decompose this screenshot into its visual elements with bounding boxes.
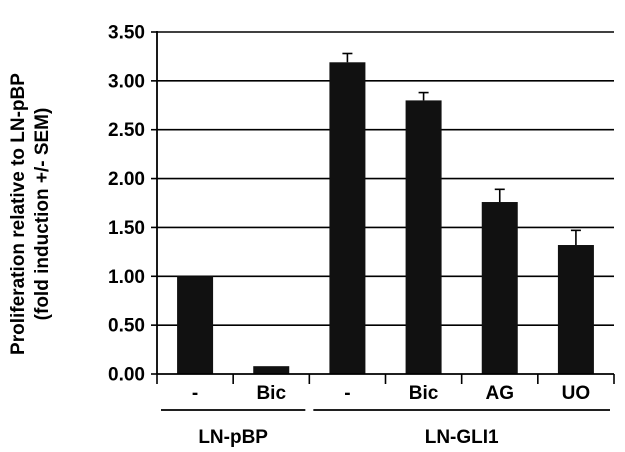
y-tick-label: 3.50 (108, 23, 145, 44)
y-tick-label: 1.00 (108, 267, 145, 288)
y-tick-label: 2.00 (108, 169, 145, 190)
y-tick-label: 2.50 (108, 120, 145, 141)
y-tick-label: 3.00 (108, 71, 145, 92)
bar (253, 366, 290, 374)
bar (557, 245, 594, 374)
x-category-label: - (344, 383, 350, 404)
bar (405, 100, 442, 375)
y-tick-label: 0.50 (108, 316, 145, 337)
group-label: LN-GLI1 (425, 427, 499, 448)
axes (156, 31, 615, 384)
x-category-label: Bic (256, 383, 286, 404)
y-axis-label-line-1: Proliferation relative to LN-pBP (8, 73, 29, 355)
group-labels: LN-pBP LN-GLI1 (161, 409, 610, 448)
y-axis-ticks: 0.00 0.50 1.00 1.50 2.00 2.50 3.00 3.50 (108, 23, 157, 386)
x-category-label: - (192, 383, 198, 404)
gridlines (157, 31, 614, 326)
error-bars (342, 52, 581, 246)
y-tick-label: 1.50 (108, 218, 145, 239)
bar (329, 62, 366, 374)
bar (177, 276, 214, 374)
x-category-label: UO (562, 383, 591, 404)
bar (481, 202, 518, 374)
x-axis-category-labels: - Bic - Bic AG UO (192, 383, 590, 404)
x-category-label: AG (486, 383, 515, 404)
y-tick-label: 0.00 (108, 365, 145, 386)
group-label: LN-pBP (198, 427, 268, 448)
x-category-label: Bic (409, 383, 439, 404)
y-axis-label: Proliferation relative to LN-pBP (fold i… (8, 73, 53, 355)
y-axis-label-line-2: (fold induction +/- SEM) (32, 108, 53, 321)
bars (177, 62, 594, 375)
